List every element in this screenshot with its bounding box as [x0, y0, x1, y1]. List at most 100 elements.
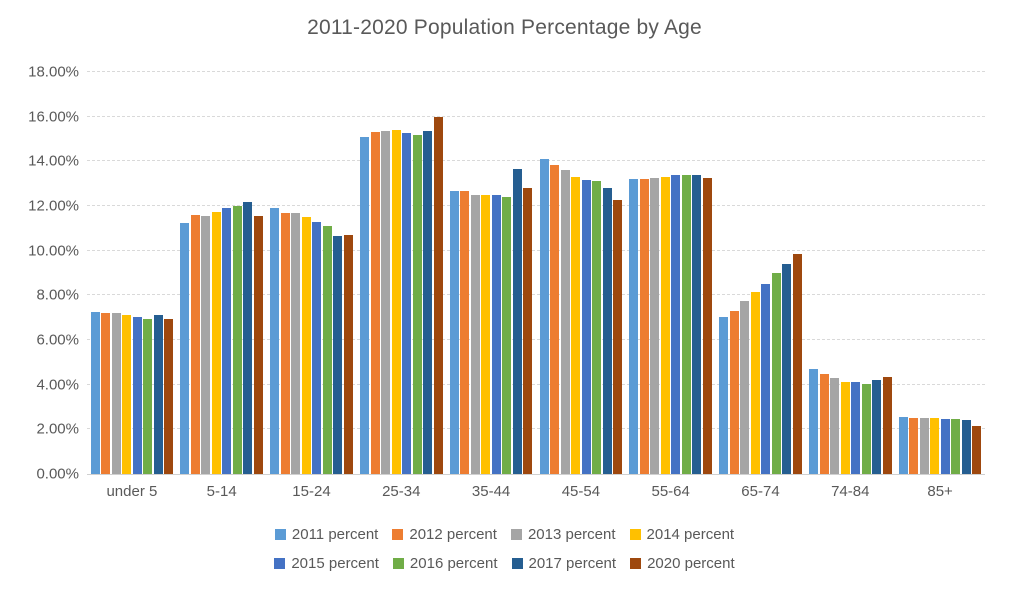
bar — [861, 383, 871, 474]
bar — [830, 377, 840, 474]
x-tick-label: 55-64 — [651, 483, 690, 500]
bar — [433, 116, 443, 474]
y-tick-label: 6.00% — [36, 331, 79, 349]
legend-label: 2016 percent — [409, 555, 498, 572]
bar — [771, 273, 781, 474]
gridline — [87, 294, 985, 296]
bar — [592, 181, 602, 474]
legend: 2011 percent 2012 percent 2013 percent 2014… — [0, 526, 1009, 572]
x-tick-label: 45-54 — [561, 483, 601, 500]
bar-group — [895, 72, 985, 474]
bar — [512, 169, 522, 474]
gridline — [87, 249, 985, 251]
bar — [291, 212, 301, 474]
x-tick-label: 65-74 — [741, 483, 780, 500]
bar — [502, 197, 512, 474]
y-tick-label: 2.00% — [36, 420, 79, 438]
bar — [491, 194, 501, 474]
gridline — [87, 205, 985, 207]
y-tick-label: 12.00% — [28, 197, 79, 215]
x-tick-label: 74-84 — [831, 483, 870, 500]
bar — [322, 226, 332, 474]
gridline — [87, 428, 985, 430]
bar — [719, 316, 729, 474]
y-tick-label: 4.00% — [36, 376, 79, 394]
gridline — [87, 71, 985, 72]
bar — [692, 174, 702, 474]
bar — [671, 174, 681, 474]
bar-group — [716, 72, 806, 474]
bar — [190, 214, 200, 474]
bar — [629, 179, 639, 474]
bar — [253, 216, 263, 474]
bar — [523, 188, 533, 474]
bar — [381, 131, 391, 474]
bar — [919, 418, 929, 474]
bar-group — [805, 72, 895, 474]
bar — [851, 382, 861, 474]
bar-group — [536, 72, 626, 474]
legend-row: 2011 percent 2012 percent 2013 percent 2014… — [274, 526, 735, 543]
x-tick-label: 25-34 — [382, 483, 421, 500]
bar — [882, 376, 892, 474]
legend-item: 2017 percent — [511, 555, 616, 572]
legend-label: 2012 percent — [409, 526, 497, 543]
bar — [391, 130, 401, 474]
bar — [660, 176, 670, 474]
bar — [222, 208, 232, 474]
y-tick-label: 8.00% — [36, 286, 79, 304]
bar — [449, 191, 459, 474]
bar — [809, 369, 819, 474]
gridline — [87, 383, 985, 385]
bar — [571, 176, 581, 474]
bar — [940, 419, 950, 474]
bar — [270, 208, 280, 474]
x-tick-label: 5-14 — [206, 483, 237, 500]
x-tick-label: under 5 — [106, 483, 158, 500]
x-tick-label: 15-24 — [292, 483, 331, 500]
y-tick-label: 16.00% — [28, 108, 79, 126]
bar — [423, 131, 433, 474]
bar-group — [356, 72, 446, 474]
bar — [370, 132, 380, 474]
bar — [761, 284, 771, 474]
bar — [470, 194, 480, 474]
bar — [750, 291, 760, 474]
bar — [613, 200, 623, 474]
bar — [111, 313, 121, 474]
legend-swatch — [510, 529, 522, 540]
legend-swatch — [630, 558, 642, 569]
bar — [132, 316, 142, 474]
legend-label: 2013 percent — [527, 526, 616, 543]
y-tick-label: 10.00% — [28, 242, 79, 260]
bar — [702, 178, 712, 474]
bar — [153, 315, 163, 474]
bar — [602, 188, 612, 474]
legend-swatch — [392, 529, 404, 540]
bar — [539, 159, 549, 474]
legend-label: 2014 percent — [646, 526, 735, 543]
bar — [872, 380, 882, 474]
bar — [581, 180, 591, 474]
legend-item: 2020 percent — [630, 555, 735, 572]
bar — [550, 164, 560, 474]
bar — [972, 425, 982, 474]
bar — [650, 178, 660, 474]
bar — [402, 133, 412, 474]
legend-swatch — [274, 529, 286, 540]
bar — [143, 318, 153, 474]
bar — [232, 206, 242, 474]
bar — [560, 170, 570, 474]
bar — [951, 419, 961, 474]
gridline — [87, 160, 985, 162]
bar-group — [177, 72, 267, 474]
bar — [312, 221, 322, 474]
x-tick-label: 85+ — [927, 483, 953, 500]
bar — [792, 254, 802, 474]
legend-swatch — [392, 558, 404, 569]
bar — [211, 211, 221, 474]
legend-swatch — [629, 529, 641, 540]
bar — [782, 264, 792, 474]
bar — [909, 418, 919, 474]
